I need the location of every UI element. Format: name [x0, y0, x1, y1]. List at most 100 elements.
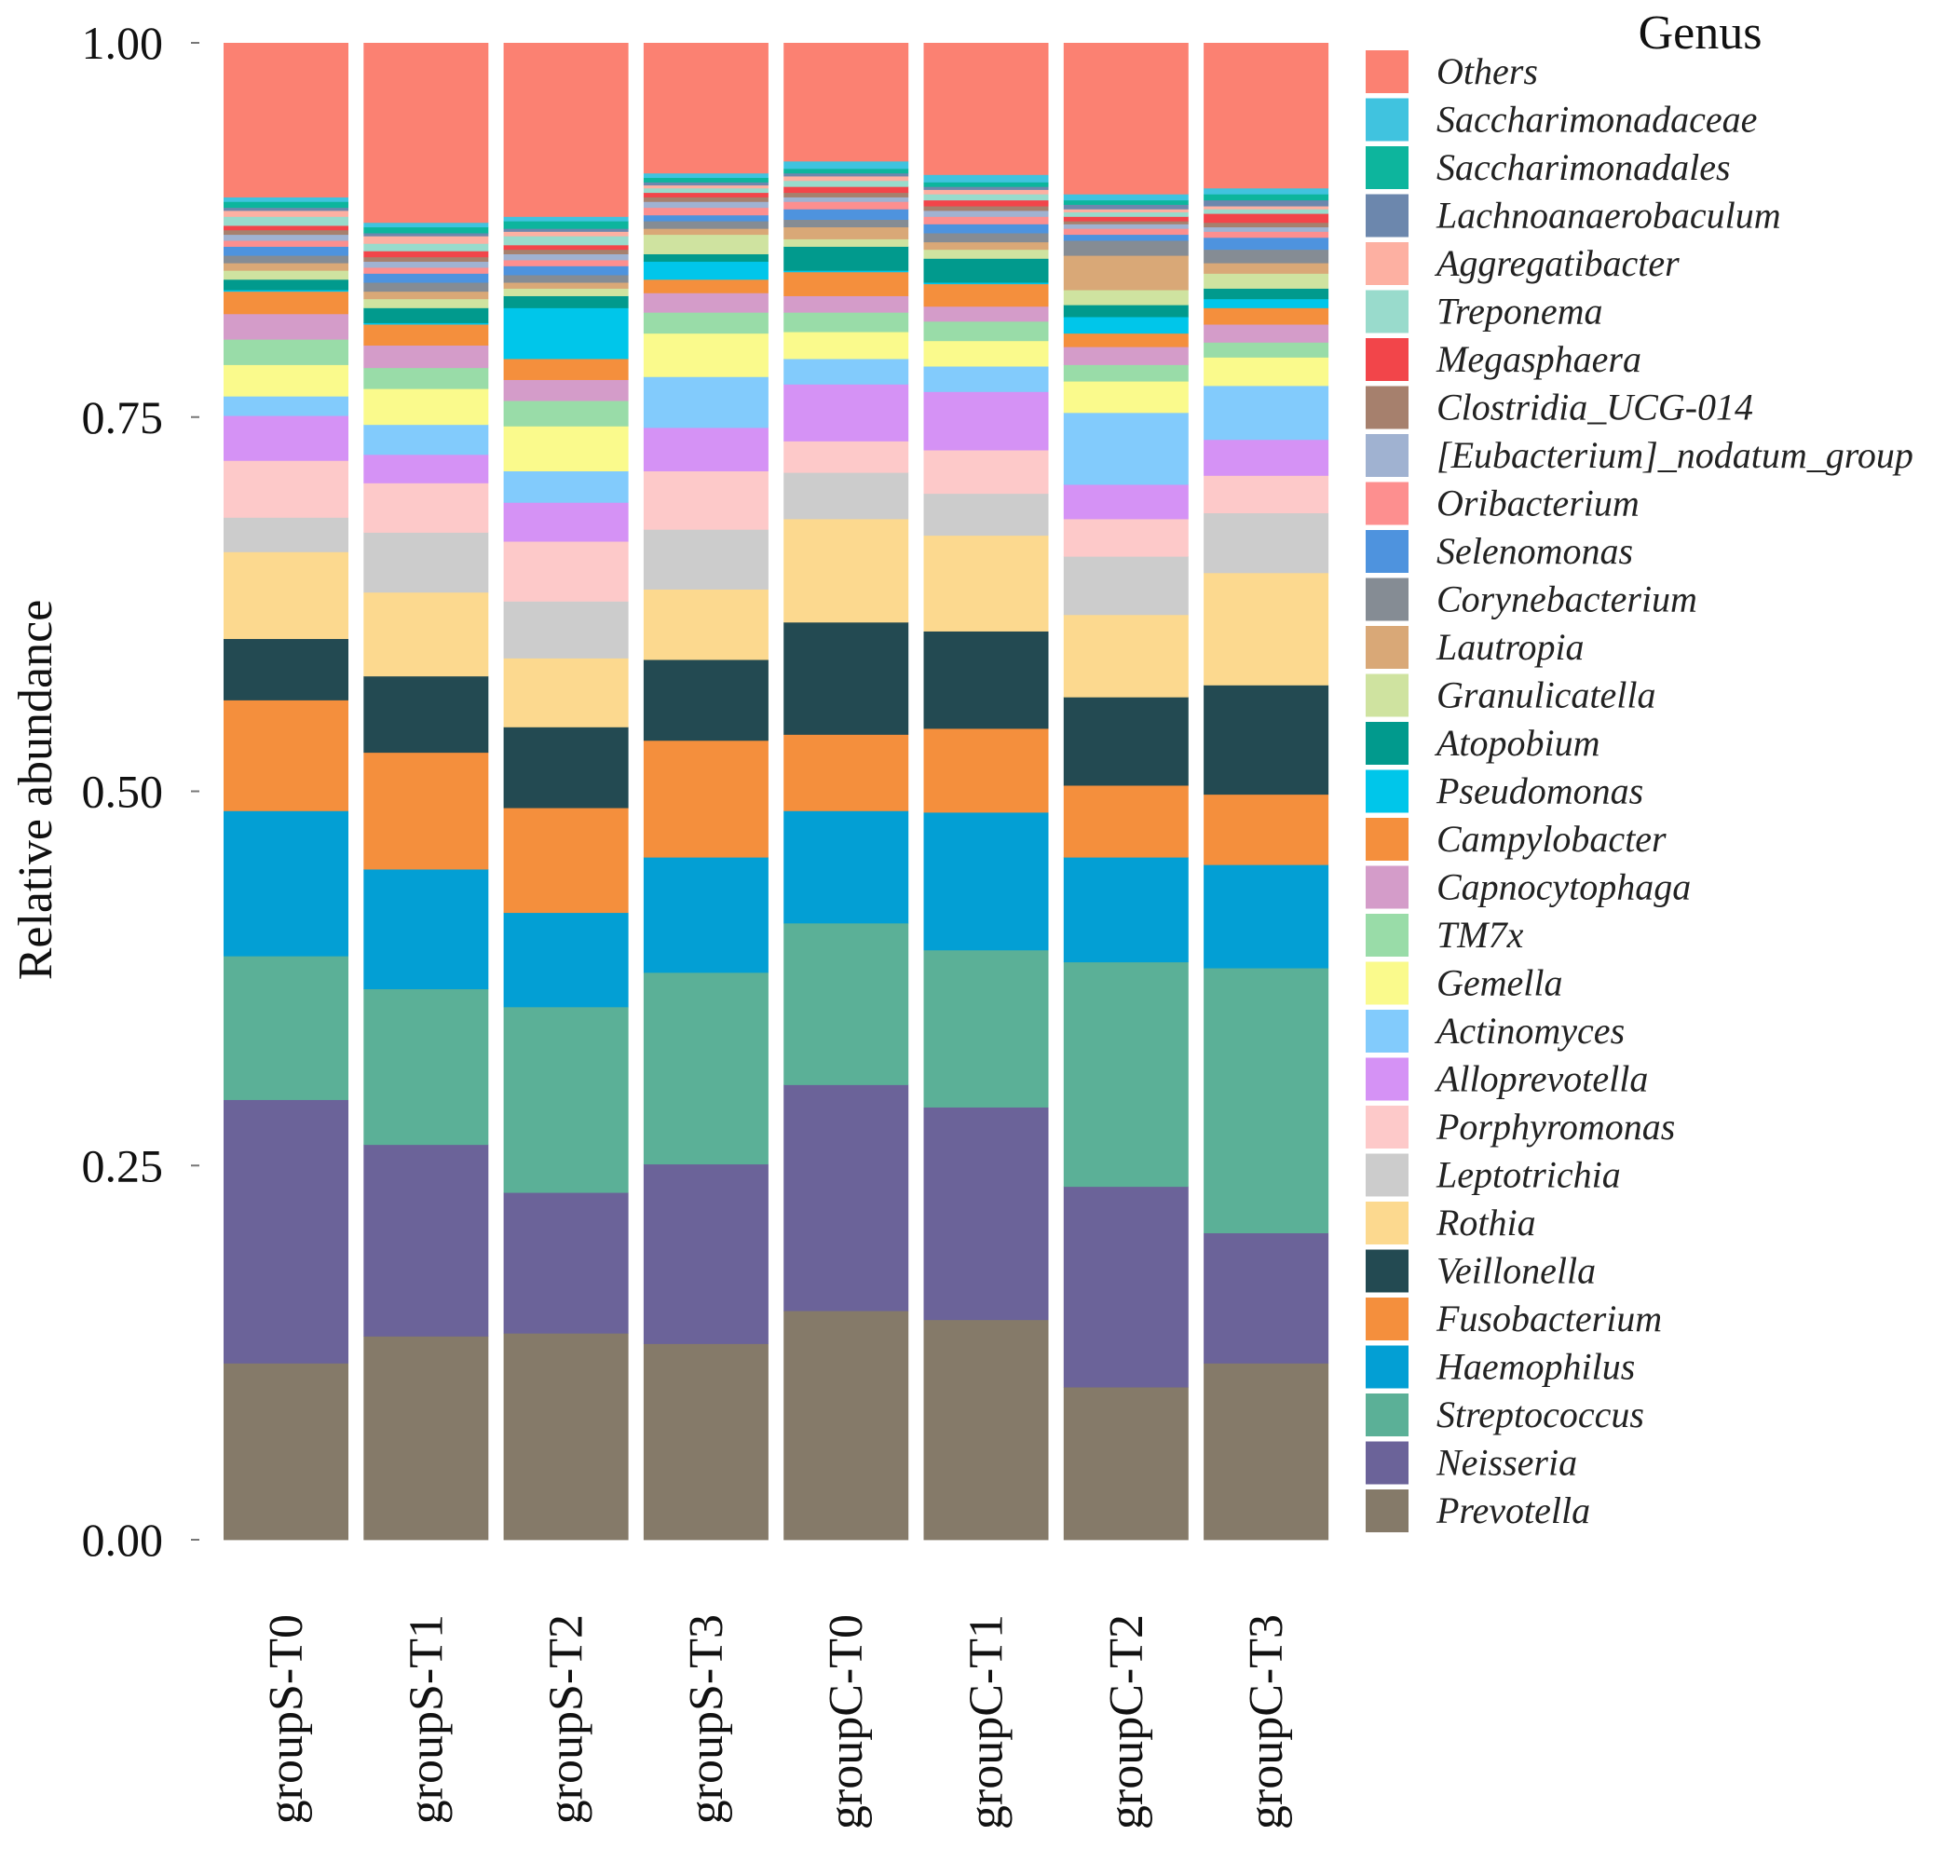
bar-segment-saccharimonadaceae: [1063, 194, 1189, 201]
legend-item: Granulicatella: [1366, 673, 1656, 717]
bar-segment-tm7x: [783, 312, 909, 333]
bar-segment-rothia: [783, 519, 909, 623]
bar-segment-haemophilus: [923, 811, 1049, 951]
bar-segment-lautropia: [363, 291, 489, 300]
bar-segment-fusobacterium: [224, 700, 348, 811]
legend-swatch: [1366, 1345, 1409, 1389]
bar-segment-oribacterium: [783, 201, 909, 210]
legend-swatch: [1366, 961, 1409, 1005]
bar-segment-tm7x: [224, 339, 348, 365]
bar-segment-fusobacterium: [1204, 794, 1329, 865]
bar-segment-prevotella: [643, 1343, 769, 1541]
bar-segment-streptococcus: [224, 956, 348, 1100]
legend-item: Lachnoanaerobaculum: [1366, 194, 1781, 238]
bar-segment-lautropia: [1063, 255, 1189, 291]
bar-segment-selenomonas: [224, 246, 348, 256]
legend-item: Alloprevotella: [1366, 1057, 1648, 1101]
bar-segment-oribacterium: [503, 260, 629, 266]
bar-segment-corynebacterium: [783, 219, 909, 228]
bar-segment-megasphaera: [1204, 213, 1329, 224]
x-category-label: groupS-T2: [540, 1614, 593, 1824]
bar-segment-porphyromonas: [643, 470, 769, 530]
bar-segment-tm7x: [923, 320, 1049, 342]
x-category-label: groupS-T3: [680, 1614, 733, 1824]
bar-segment-lautropia: [923, 241, 1049, 251]
x-category-label: groupC-T0: [820, 1614, 873, 1829]
bar-segment-alloprevotella: [643, 427, 769, 472]
bar-segment-clostridia-ucg-014: [643, 197, 769, 202]
bar-segment-eubacterium-nodatum-group: [783, 197, 909, 202]
bar-segment-haemophilus: [224, 810, 348, 957]
bar-segment-rothia: [923, 535, 1049, 632]
bar-segment-others: [783, 43, 909, 162]
bar-stack: [783, 43, 909, 1541]
bar-segment-neisseria: [1063, 1186, 1189, 1388]
bar-segment-campylobacter: [783, 271, 909, 296]
bar-segment-prevotella: [783, 1311, 909, 1541]
bar-segment-haemophilus: [783, 810, 909, 924]
legend-swatch: [1366, 98, 1409, 142]
bar-segment-treponema: [224, 216, 348, 226]
bar-segment-oribacterium: [923, 216, 1049, 224]
bar-segment-lachnoanaerobaculum: [643, 182, 769, 186]
legend-item: Campylobacter: [1366, 818, 1667, 861]
x-axis: groupS-T0 groupS-T1 groupS-T2 groupS-T3 grou…: [260, 1614, 1293, 1829]
bar-segment-capnocytophaga: [1204, 324, 1329, 343]
bar-segment-pseudomonas: [783, 270, 909, 273]
bar-segment-aggregatibacter: [1063, 209, 1189, 212]
legend-label: Leptotrichia: [1436, 1154, 1621, 1196]
legend-label: Clostridia_UCG-014: [1436, 387, 1753, 428]
bar-segment-gemella: [224, 364, 348, 397]
bar-segment-tm7x: [363, 367, 489, 389]
y-tick-label: 0.75: [82, 391, 164, 443]
legend-label: Atopobium: [1434, 722, 1600, 764]
bar-segment-leptotrichia: [1063, 556, 1189, 616]
legend-item: [Eubacterium]_nodatum_group: [1366, 434, 1913, 477]
legend-swatch: [1366, 242, 1409, 285]
bar-segment-others: [363, 43, 489, 224]
bar-segment-porphyromonas: [363, 483, 489, 533]
bar-stack: [363, 43, 489, 1541]
bar-segment-alloprevotella: [503, 502, 629, 542]
bar-segment-lautropia: [503, 282, 629, 289]
bar-segment-granulicatella: [1204, 273, 1329, 289]
legend-swatch: [1366, 1249, 1409, 1293]
bar-segment-saccharimonadales: [1204, 194, 1329, 201]
bar-segment-aggregatibacter: [503, 231, 629, 237]
bar-segment-lachnoanaerobaculum: [503, 228, 629, 232]
legend-label: Pseudomonas: [1436, 770, 1643, 812]
bar-segment-atopobium: [643, 253, 769, 263]
bar-segment-megasphaera: [643, 192, 769, 197]
bar-segment-corynebacterium: [224, 255, 348, 264]
bar-segment-clostridia-ucg-014: [224, 229, 348, 236]
legend-label: Rothia: [1436, 1202, 1536, 1244]
bar-stack: [923, 43, 1049, 1541]
bar-segment-clostridia-ucg-014: [1204, 222, 1329, 228]
bar-segment-leptotrichia: [923, 493, 1049, 537]
legend-label: [Eubacterium]_nodatum_group: [1436, 434, 1913, 476]
bar-segment-neisseria: [783, 1084, 909, 1312]
bar-segment-corynebacterium: [643, 221, 769, 229]
legend-label: Lautropia: [1436, 626, 1585, 668]
legend-item: Clostridia_UCG-014: [1366, 386, 1753, 429]
bar-segment-capnocytophaga: [923, 306, 1049, 322]
bar-segment-veillonella: [1204, 685, 1329, 795]
bar-segment-oribacterium: [1063, 228, 1189, 236]
legend-label: Fusobacterium: [1436, 1298, 1662, 1339]
bar-segment-eubacterium-nodatum-group: [1204, 226, 1329, 232]
bar-segment-gemella: [643, 333, 769, 377]
legend-label: Veillonella: [1436, 1250, 1596, 1292]
legend-label: Granulicatella: [1436, 674, 1656, 716]
legend-label: TM7x: [1436, 914, 1524, 956]
bar-segment-fusobacterium: [1063, 785, 1189, 858]
bar-segment-actinomyces: [363, 424, 489, 455]
legend-item: Streptococcus: [1366, 1393, 1644, 1436]
bar-stack: [1204, 43, 1329, 1541]
bar-stack: [224, 43, 348, 1541]
bar-segment-streptococcus: [503, 1006, 629, 1193]
bar-segment-gemella: [1063, 381, 1189, 414]
bar-segment-capnocytophaga: [1063, 347, 1189, 365]
bar-segment-treponema: [503, 236, 629, 246]
bar-segment-clostridia-ucg-014: [783, 192, 909, 197]
